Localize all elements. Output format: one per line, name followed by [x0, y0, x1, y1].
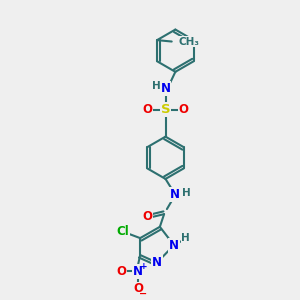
Text: N: N	[133, 265, 143, 278]
Text: N: N	[152, 256, 162, 269]
Text: O: O	[179, 103, 189, 116]
Text: Cl: Cl	[116, 225, 129, 238]
Text: O: O	[142, 211, 152, 224]
Text: H: H	[152, 81, 161, 91]
Text: H: H	[182, 188, 190, 198]
Text: −: −	[140, 289, 148, 299]
Text: O: O	[116, 265, 126, 278]
Text: N: N	[169, 238, 179, 252]
Text: S: S	[161, 103, 170, 116]
Text: N: N	[160, 82, 170, 95]
Text: O: O	[133, 282, 143, 295]
Text: H: H	[182, 233, 190, 243]
Text: +: +	[140, 262, 147, 271]
Text: CH₃: CH₃	[178, 37, 199, 46]
Text: O: O	[142, 103, 152, 116]
Text: N: N	[170, 188, 180, 201]
